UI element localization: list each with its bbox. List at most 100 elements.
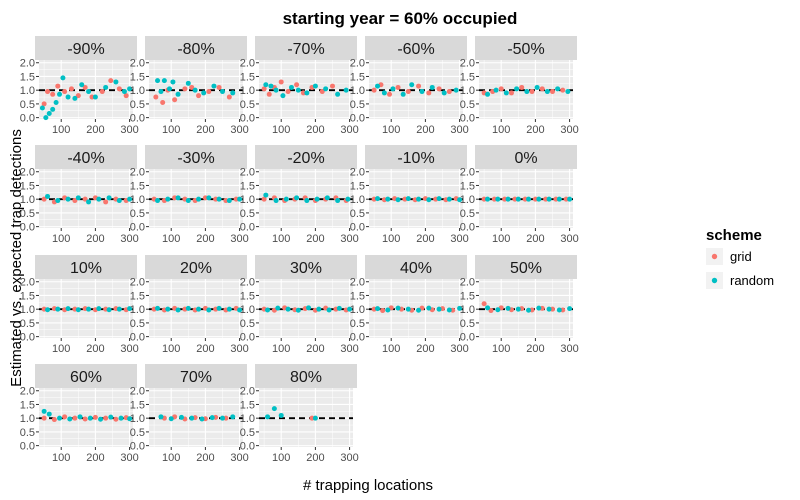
data-point-random (390, 86, 396, 92)
data-point-random (72, 95, 78, 101)
data-point-random (175, 195, 181, 201)
x-tick-label: 300 (450, 233, 468, 245)
data-point-grid (50, 91, 56, 97)
data-point-random (280, 93, 286, 99)
y-tick-label: 0.5 (130, 208, 145, 220)
data-point-random (175, 307, 181, 313)
legend-key-random (711, 277, 718, 284)
data-point-random (453, 87, 459, 93)
y-tick-label: 0.5 (130, 427, 145, 439)
data-point-random (206, 307, 212, 313)
facet-panel: 80% 0.0 0.5 1.0 1.52.0 100 200 300 (240, 364, 359, 464)
data-point-random (230, 414, 236, 420)
data-point-random (106, 195, 112, 201)
x-tick-label: 100 (52, 124, 70, 136)
data-point-random (263, 82, 269, 88)
data-point-grid (488, 308, 494, 314)
facet-panel: 60% 0.0 0.5 1.0 1.52.0 100 200 300 (20, 364, 139, 464)
x-tick-label: 300 (120, 343, 138, 355)
data-point-random (168, 416, 174, 422)
data-point-random (534, 84, 540, 90)
x-tick-label: 200 (306, 233, 324, 245)
data-point-random (429, 84, 435, 90)
data-point-random (211, 83, 217, 89)
data-point-random (278, 412, 284, 418)
data-point-random (265, 307, 271, 313)
facet-strip-label: -70% (287, 41, 324, 58)
legend-label-grid: grid (730, 249, 752, 264)
y-tick-label: 0.0 (350, 113, 365, 125)
y-tick-label: 1.0 (460, 304, 475, 316)
data-point-grid (543, 196, 549, 202)
data-point-random (116, 306, 122, 312)
y-tick-label: 2.0 (130, 58, 145, 70)
x-tick-label: 100 (162, 343, 180, 355)
data-point-random (546, 306, 552, 312)
x-tick-label: 100 (382, 233, 400, 245)
facet-strip-label: 20% (180, 260, 212, 277)
data-point-grid (103, 415, 109, 421)
data-point-grid (92, 414, 98, 420)
data-point-random (385, 196, 391, 202)
data-point-random (57, 91, 63, 97)
data-point-random (544, 89, 550, 95)
data-point-random (485, 305, 491, 311)
data-point-random (86, 306, 92, 312)
x-tick-label: 200 (196, 233, 214, 245)
data-point-random (409, 82, 415, 88)
y-tick-label: 2.0 (240, 167, 255, 179)
x-tick-label: 200 (416, 343, 434, 355)
facet-strip (255, 145, 357, 169)
y-tick-label: 0.5 (460, 318, 475, 330)
data-point-grid (481, 196, 487, 202)
data-point-grid (223, 198, 229, 204)
data-point-grid (416, 83, 422, 89)
data-point-random (493, 87, 499, 93)
y-tick-label: 1.5 (460, 180, 475, 192)
data-point-grid (405, 89, 411, 95)
x-tick-label: 100 (492, 233, 510, 245)
data-point-random (158, 414, 164, 420)
data-point-random (514, 86, 520, 92)
y-tick-label: 0.0 (240, 332, 255, 344)
legend-title: scheme (706, 227, 762, 244)
x-tick-label: 100 (52, 452, 70, 464)
data-point-random (555, 86, 561, 92)
data-point-random (75, 307, 81, 313)
data-point-random (405, 196, 411, 202)
y-tick-label: 2.0 (130, 386, 145, 398)
y-tick-label: 2.0 (240, 58, 255, 70)
y-tick-label: 0.0 (20, 113, 35, 125)
x-tick-label: 200 (196, 452, 214, 464)
x-tick-label: 200 (306, 124, 324, 136)
data-point-grid (182, 86, 188, 92)
facet-strip-label: 10% (70, 260, 102, 277)
y-tick-label: 1.0 (240, 304, 255, 316)
data-point-grid (512, 196, 518, 202)
y-tick-label: 2.0 (460, 58, 475, 70)
y-tick-label: 1.5 (130, 290, 145, 302)
facet-strip (35, 36, 137, 60)
facet-panel: -10% 0.0 0.5 1.0 1.52.0 100 200 300 (350, 145, 469, 245)
y-tick-label: 1.0 (130, 194, 145, 206)
facet-strip (145, 364, 247, 388)
facet-strip-label: -80% (177, 41, 214, 58)
data-point-random (226, 198, 232, 204)
data-point-random (485, 196, 491, 202)
data-point-random (495, 196, 501, 202)
data-point-random (87, 415, 93, 421)
data-point-grid (481, 301, 487, 307)
data-point-random (196, 196, 202, 202)
facet-strip (365, 255, 467, 279)
data-point-random (426, 305, 432, 311)
x-tick-label: 300 (120, 124, 138, 136)
data-point-grid (216, 84, 222, 90)
data-point-random (185, 198, 191, 204)
data-point-grid (108, 78, 114, 84)
y-tick-label: 1.0 (130, 413, 145, 425)
data-point-random (165, 306, 171, 312)
data-point-random (375, 83, 381, 89)
data-point-random (216, 196, 222, 202)
y-tick-label: 0.5 (130, 99, 145, 111)
